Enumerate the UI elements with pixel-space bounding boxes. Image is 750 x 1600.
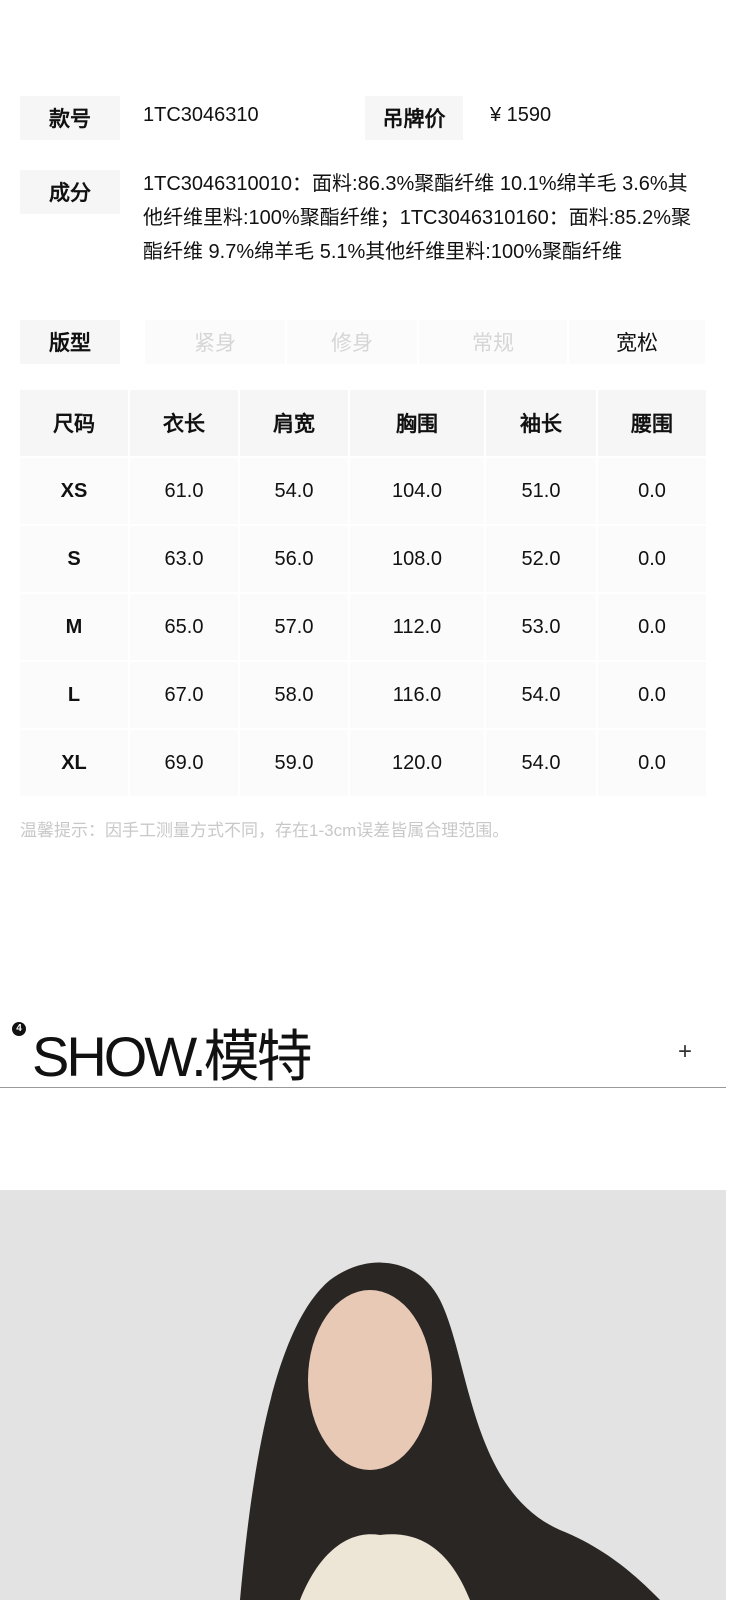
measurement-cell: 0.0 bbox=[598, 730, 706, 796]
fit-option-regular: 常规 bbox=[419, 320, 567, 364]
section-title: SHOW.模特 bbox=[32, 1025, 313, 1088]
column-header: 腰围 bbox=[598, 390, 706, 456]
size-cell: XS bbox=[20, 458, 128, 524]
measurement-cell: 61.0 bbox=[130, 458, 238, 524]
size-cell: L bbox=[20, 662, 128, 728]
fit-label: 版型 bbox=[20, 320, 120, 364]
measurement-cell: 69.0 bbox=[130, 730, 238, 796]
measurement-cell: 58.0 bbox=[240, 662, 348, 728]
measurement-cell: 53.0 bbox=[486, 594, 596, 660]
measurement-cell: 67.0 bbox=[130, 662, 238, 728]
composition-label: 成分 bbox=[20, 170, 120, 214]
table-row: XS 61.0 54.0 104.0 51.0 0.0 bbox=[20, 458, 706, 524]
fit-option-slim: 修身 bbox=[287, 320, 417, 364]
section-number-badge: 4 bbox=[12, 1022, 26, 1036]
measurement-cell: 56.0 bbox=[240, 526, 348, 592]
fit-options: 紧身 修身 常规 宽松 bbox=[145, 320, 705, 364]
measurement-cell: 65.0 bbox=[130, 594, 238, 660]
style-label: 款号 bbox=[20, 96, 120, 140]
column-header: 衣长 bbox=[130, 390, 238, 456]
size-cell: S bbox=[20, 526, 128, 592]
composition-value: 1TC3046310010：面料:86.3%聚酯纤维 10.1%绵羊毛 3.6%… bbox=[143, 173, 691, 263]
price-label: 吊牌价 bbox=[365, 96, 463, 140]
size-cell: M bbox=[20, 594, 128, 660]
section-divider bbox=[0, 1087, 726, 1088]
measurement-cell: 63.0 bbox=[130, 526, 238, 592]
column-header: 尺码 bbox=[20, 390, 128, 456]
size-cell: XL bbox=[20, 730, 128, 796]
measurement-cell: 116.0 bbox=[350, 662, 484, 728]
measurement-cell: 108.0 bbox=[350, 526, 484, 592]
table-body: XS 61.0 54.0 104.0 51.0 0.0 S 63.0 56.0 108.0 52.0… bbox=[20, 458, 706, 796]
table-row: XL 69.0 59.0 120.0 54.0 0.0 bbox=[20, 730, 706, 796]
measurement-cell: 0.0 bbox=[598, 594, 706, 660]
measurement-cell: 54.0 bbox=[240, 458, 348, 524]
column-header: 肩宽 bbox=[240, 390, 348, 456]
model-photo bbox=[0, 1190, 726, 1600]
table-row: M 65.0 57.0 112.0 53.0 0.0 bbox=[20, 594, 706, 660]
model-image bbox=[240, 1262, 660, 1600]
price-value: ¥ 1590 bbox=[490, 104, 552, 126]
measurement-cell: 0.0 bbox=[598, 526, 706, 592]
measurement-cell: 104.0 bbox=[350, 458, 484, 524]
column-header: 胸围 bbox=[350, 390, 484, 456]
column-header: 袖长 bbox=[486, 390, 596, 456]
measurement-cell: 59.0 bbox=[240, 730, 348, 796]
measurement-cell: 54.0 bbox=[486, 662, 596, 728]
style-value: 1TC3046310 bbox=[143, 104, 259, 126]
size-table: 尺码 衣长 肩宽 胸围 袖长 腰围 XS 61.0 54.0 104.0 51.0 0.0 S 63.0… bbox=[18, 388, 708, 798]
measurement-cell: 57.0 bbox=[240, 594, 348, 660]
fit-option-loose-selected: 宽松 bbox=[569, 320, 705, 364]
measurement-cell: 112.0 bbox=[350, 594, 484, 660]
measurement-cell: 0.0 bbox=[598, 662, 706, 728]
measurement-cell: 52.0 bbox=[486, 526, 596, 592]
measurement-cell: 54.0 bbox=[486, 730, 596, 796]
table-row: S 63.0 56.0 108.0 52.0 0.0 bbox=[20, 526, 706, 592]
measurement-tip: 温馨提示：因手工测量方式不同，存在1-3cm误差皆属合理范围。 bbox=[20, 821, 510, 840]
measurement-cell: 120.0 bbox=[350, 730, 484, 796]
measurement-cell: 0.0 bbox=[598, 458, 706, 524]
table-header-row: 尺码 衣长 肩宽 胸围 袖长 腰围 bbox=[20, 390, 706, 456]
measurement-cell: 51.0 bbox=[486, 458, 596, 524]
plus-icon[interactable]: + bbox=[678, 1038, 693, 1065]
table-row: L 67.0 58.0 116.0 54.0 0.0 bbox=[20, 662, 706, 728]
fit-option-tight: 紧身 bbox=[145, 320, 285, 364]
